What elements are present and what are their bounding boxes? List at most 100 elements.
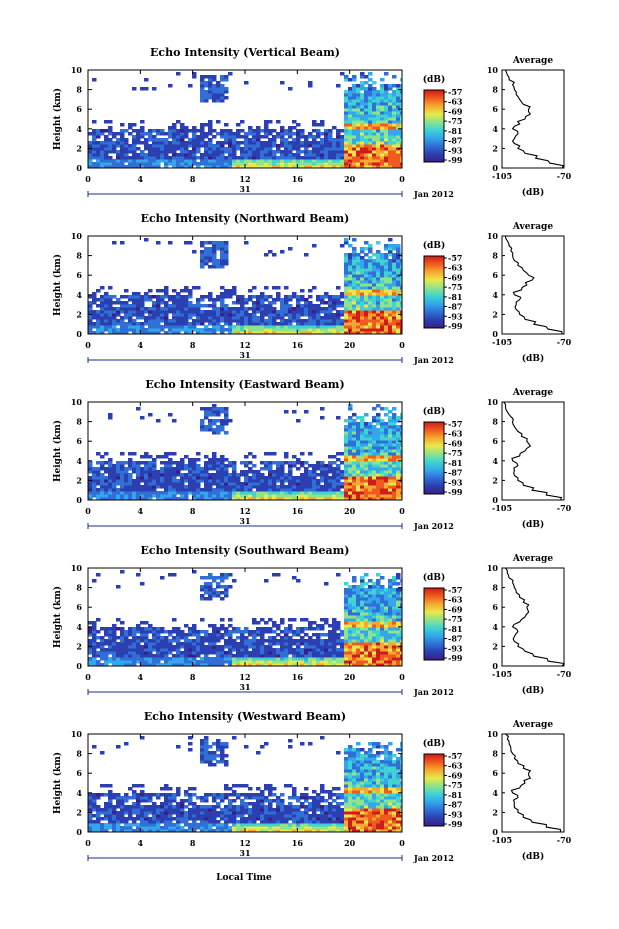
heatmap-cell	[348, 307, 353, 311]
heatmap-cell	[348, 156, 353, 160]
colorbar-tick-label: -87	[448, 468, 462, 478]
heatmap-cell	[376, 93, 381, 97]
x-axis-label-local-time: Local Time	[216, 873, 272, 883]
heatmap-cell	[168, 147, 173, 151]
heatmap-cell	[392, 304, 397, 308]
heatmap-cell	[364, 274, 369, 278]
heatmap-cell	[228, 135, 233, 139]
heatmap-cell	[136, 407, 141, 411]
heatmap-cell	[344, 663, 349, 666]
heatmap-cell	[116, 642, 121, 646]
heatmap-cell	[324, 331, 329, 334]
heatmap-cell	[252, 485, 257, 489]
heatmap-cell	[108, 476, 113, 480]
heatmap-cell	[196, 467, 201, 471]
heatmap-cell	[300, 289, 305, 293]
y-tick-label: 8	[76, 251, 82, 261]
heatmap-cell	[388, 491, 393, 495]
heatmap-cell	[288, 322, 293, 326]
heatmap-cell	[324, 618, 329, 622]
heatmap-cell	[380, 440, 385, 444]
heatmap-cell	[400, 431, 402, 435]
heatmap-cell	[96, 132, 101, 136]
heatmap-cell	[284, 633, 289, 637]
heatmap-cell	[336, 301, 341, 305]
heatmap-cell	[380, 491, 385, 495]
heatmap-cell	[280, 298, 285, 302]
heatmap-cell	[320, 654, 325, 658]
y-tick-label: 8	[76, 417, 82, 427]
heatmap-cell	[356, 265, 361, 269]
heatmap-cell	[212, 413, 217, 417]
heatmap-cell	[176, 141, 181, 145]
heatmap-cell	[248, 295, 253, 299]
heatmap-cell	[288, 132, 293, 136]
heatmap-cell	[368, 259, 373, 263]
heatmap-cell	[380, 99, 385, 103]
heatmap-cell	[284, 660, 289, 664]
heatmap-cell	[372, 304, 377, 308]
heatmap-cell	[332, 636, 337, 640]
heatmap-cell	[324, 633, 329, 637]
heatmap-cell	[244, 663, 249, 666]
heatmap-cell	[320, 331, 325, 334]
heatmap-cell	[216, 663, 221, 666]
heatmap-cell	[300, 630, 305, 634]
heatmap-cell	[236, 630, 241, 634]
day-label: 31	[239, 516, 250, 526]
heatmap-cell	[232, 663, 237, 666]
heatmap-cell	[344, 446, 349, 450]
heatmap-cell	[248, 331, 253, 334]
heatmap-cell	[220, 470, 225, 474]
heatmap-cell	[152, 138, 157, 142]
heatmap-cell	[224, 135, 229, 139]
heatmap-cell	[168, 328, 173, 332]
heatmap-cell	[212, 455, 217, 459]
heatmap-cell	[348, 591, 353, 595]
heatmap-cell	[380, 485, 385, 489]
heatmap-cell	[200, 153, 205, 157]
heatmap-cell	[208, 319, 213, 323]
heatmap-cell	[308, 624, 313, 628]
heatmap-cell	[364, 153, 369, 157]
heatmap-cell	[256, 304, 261, 308]
heatmap-cell	[108, 316, 113, 320]
heatmap-cell	[196, 654, 201, 658]
heatmap-cell	[240, 642, 245, 646]
heatmap-cell	[140, 663, 145, 666]
heatmap-cell	[96, 331, 101, 334]
heatmap-cell	[384, 138, 389, 142]
heatmap-cell	[164, 322, 169, 326]
heatmap-cell	[396, 132, 401, 136]
heatmap-cell	[212, 144, 217, 148]
heatmap-cell	[364, 479, 369, 483]
heatmap-cell	[276, 573, 281, 577]
heatmap-cell	[360, 102, 365, 106]
heatmap-cell	[344, 645, 349, 649]
heatmap-cell	[388, 268, 393, 272]
heatmap-cell	[344, 304, 349, 308]
heatmap-cell	[236, 654, 241, 658]
heatmap-cell	[168, 319, 173, 323]
heatmap-cell	[328, 132, 333, 136]
heatmap-cell	[364, 422, 369, 426]
heatmap-cell	[140, 582, 145, 586]
heatmap-cell	[348, 455, 353, 459]
heatmap-cell	[144, 491, 149, 495]
heatmap-cell	[200, 473, 205, 477]
heatmap-cell	[88, 630, 93, 634]
heatmap-cell	[192, 657, 197, 661]
heatmap-cell	[224, 316, 229, 320]
heatmap-cell	[196, 488, 201, 492]
heatmap-cell	[160, 138, 165, 142]
heatmap-cell	[196, 135, 201, 139]
heatmap-cell	[108, 144, 113, 148]
heatmap-cell	[96, 473, 101, 477]
heatmap-cell	[100, 328, 105, 332]
heatmap-cell	[356, 262, 361, 266]
heatmap-cell	[336, 648, 341, 652]
heatmap-cell	[320, 162, 325, 166]
heatmap-cell	[316, 482, 321, 486]
heatmap-cell	[256, 621, 261, 625]
heatmap-cell	[180, 147, 185, 151]
